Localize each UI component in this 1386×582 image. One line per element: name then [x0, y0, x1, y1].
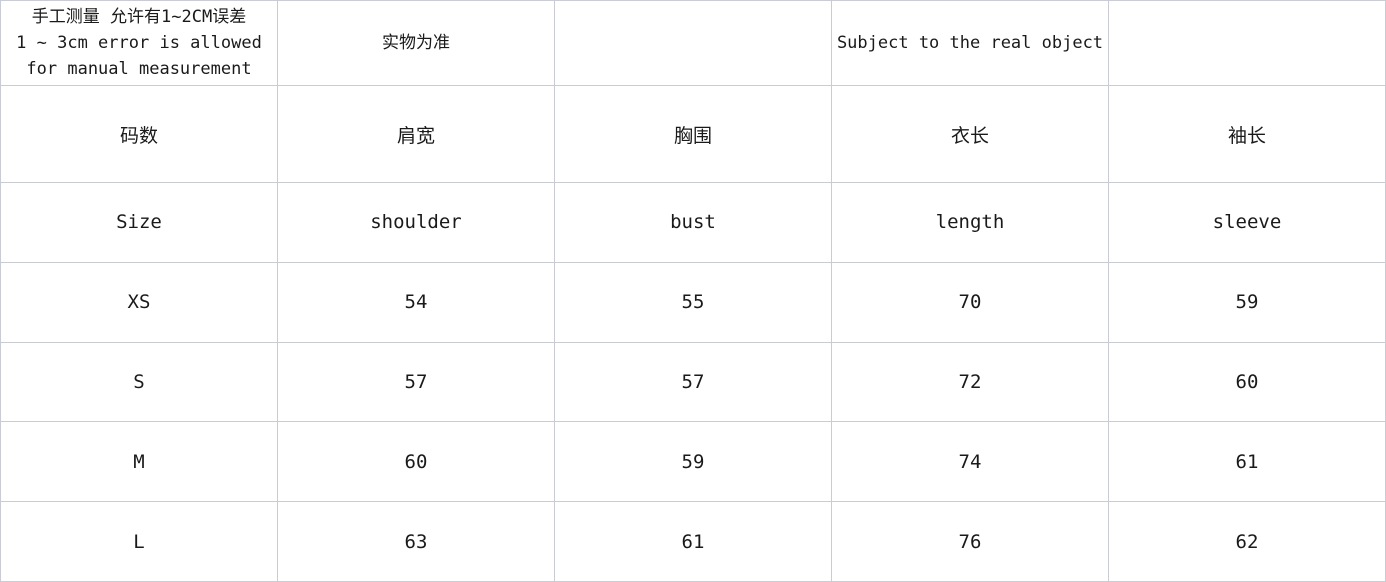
size-label: XS — [0, 261, 278, 343]
measurement-value: 76 — [831, 501, 1109, 582]
notice-row: 手工测量 允许有1~2CM误差 1 ~ 3cm error is allowed… — [0, 0, 1386, 86]
table-row-xs: XS 54 55 70 59 — [0, 261, 1386, 343]
measurement-value: 60 — [277, 421, 555, 503]
measurement-value: 61 — [1108, 421, 1386, 503]
column-header-cn-size: 码数 — [0, 84, 278, 184]
table-row-m: M 60 59 74 61 — [0, 421, 1386, 503]
empty-cell — [554, 0, 832, 86]
header-row-en: Size shoulder bust length sleeve — [0, 182, 1386, 263]
measurement-value: 74 — [831, 421, 1109, 503]
table-row-l: L 63 61 76 62 — [0, 501, 1386, 582]
column-header-en-length: length — [831, 182, 1109, 263]
size-label: L — [0, 501, 278, 582]
measurement-value: 62 — [1108, 501, 1386, 582]
measurement-value: 57 — [277, 341, 555, 423]
column-header-cn-shoulder: 肩宽 — [277, 84, 555, 184]
column-header-en-shoulder: shoulder — [277, 182, 555, 263]
note-manual-measurement: 手工测量 允许有1~2CM误差 1 ~ 3cm error is allowed… — [0, 0, 278, 86]
column-header-cn-bust: 胸围 — [554, 84, 832, 184]
measurement-value: 63 — [277, 501, 555, 582]
column-header-en-sleeve: sleeve — [1108, 182, 1386, 263]
note-manual-cn: 手工测量 允许有1~2CM误差 — [31, 7, 247, 27]
measurement-value: 57 — [554, 341, 832, 423]
header-row-cn: 码数 肩宽 胸围 衣长 袖长 — [0, 84, 1386, 184]
measurement-value: 55 — [554, 261, 832, 343]
measurement-value: 59 — [554, 421, 832, 503]
measurement-value: 60 — [1108, 341, 1386, 423]
size-label: M — [0, 421, 278, 503]
note-actual-item-en: Subject to the real object — [831, 0, 1109, 86]
measurement-value: 70 — [831, 261, 1109, 343]
column-header-cn-length: 衣长 — [831, 84, 1109, 184]
column-header-cn-sleeve: 袖长 — [1108, 84, 1386, 184]
column-header-en-size: Size — [0, 182, 278, 263]
empty-cell — [1108, 0, 1386, 86]
measurement-value: 54 — [277, 261, 555, 343]
size-label: S — [0, 341, 278, 423]
measurement-value: 59 — [1108, 261, 1386, 343]
note-manual-en-line1: 1 ~ 3cm error is allowed — [16, 33, 262, 53]
measurement-value: 61 — [554, 501, 832, 582]
note-manual-en-line2: for manual measurement — [26, 59, 252, 79]
note-actual-item-cn: 实物为准 — [277, 0, 555, 86]
measurement-value: 72 — [831, 341, 1109, 423]
column-header-en-bust: bust — [554, 182, 832, 263]
table-row-s: S 57 57 72 60 — [0, 341, 1386, 423]
